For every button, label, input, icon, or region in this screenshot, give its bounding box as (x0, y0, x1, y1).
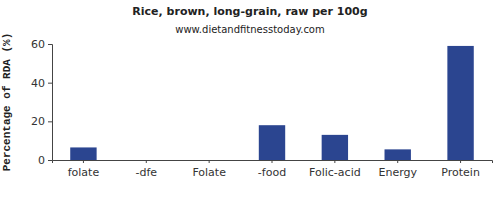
x-tick-mark (146, 160, 147, 163)
subtitle: www.dietandfitnesstoday.com (175, 24, 324, 35)
y-tick: 40 (31, 77, 52, 90)
y-tick-mark (48, 44, 52, 45)
y-axis-line (48, 45, 53, 161)
y-tick: 0 (38, 154, 52, 167)
x-tick: -food (258, 160, 286, 179)
y-tick-label: 40 (31, 77, 45, 90)
x-tick: Folic-acid (309, 160, 361, 179)
x-tick-mark (209, 160, 210, 163)
x-tick-mark (83, 160, 84, 163)
bar (196, 160, 222, 161)
x-tick-label: Folic-acid (309, 166, 361, 179)
bar (259, 125, 285, 160)
x-tick: -dfe (135, 160, 157, 179)
y-tick: 20 (31, 115, 52, 128)
x-axis-line (53, 161, 493, 164)
y-tick-label: 20 (31, 115, 45, 128)
x-tick-label: -food (258, 166, 286, 179)
y-axis-title: Percentage of RDA (%) (1, 33, 13, 172)
bar (385, 149, 411, 160)
plot: 0 20 40 60 folate -dfe Folate -food Folic-acid En… (31, 38, 493, 179)
x-tick-mark (272, 160, 273, 163)
y-tick-mark (48, 121, 52, 122)
y-tick-mark (48, 160, 52, 161)
x-axis: folate -dfe Folate -food Folic-acid Energy Pro… (53, 160, 493, 179)
chart-svg: Rice, brown, long-grain, raw per 100g www… (0, 0, 500, 200)
bar (133, 160, 159, 161)
x-tick-mark (460, 160, 461, 163)
bar (322, 135, 348, 160)
x-tick-label: Protein (441, 166, 480, 179)
x-tick-mark (334, 160, 335, 163)
y-axis: 0 20 40 60 (31, 38, 53, 167)
chart-container: Rice, brown, long-grain, raw per 100g www… (0, 0, 500, 200)
x-tick-label: Folate (192, 166, 226, 179)
x-tick-label: folate (68, 166, 100, 179)
bar (70, 147, 96, 160)
bars (70, 46, 474, 160)
x-tick: Protein (441, 160, 480, 179)
x-tick: folate (68, 160, 100, 179)
y-tick-label: 60 (31, 38, 45, 51)
y-tick-label: 0 (38, 154, 45, 167)
title: Rice, brown, long-grain, raw per 100g (132, 5, 367, 18)
x-tick: Energy (378, 160, 417, 179)
background (0, 0, 500, 200)
x-tick-mark (397, 160, 398, 163)
bar (447, 46, 473, 160)
x-tick-label: -dfe (135, 166, 157, 179)
x-tick-label: Energy (378, 166, 417, 179)
x-tick: Folate (192, 160, 226, 179)
y-tick: 60 (31, 38, 52, 51)
y-tick-mark (48, 83, 52, 84)
